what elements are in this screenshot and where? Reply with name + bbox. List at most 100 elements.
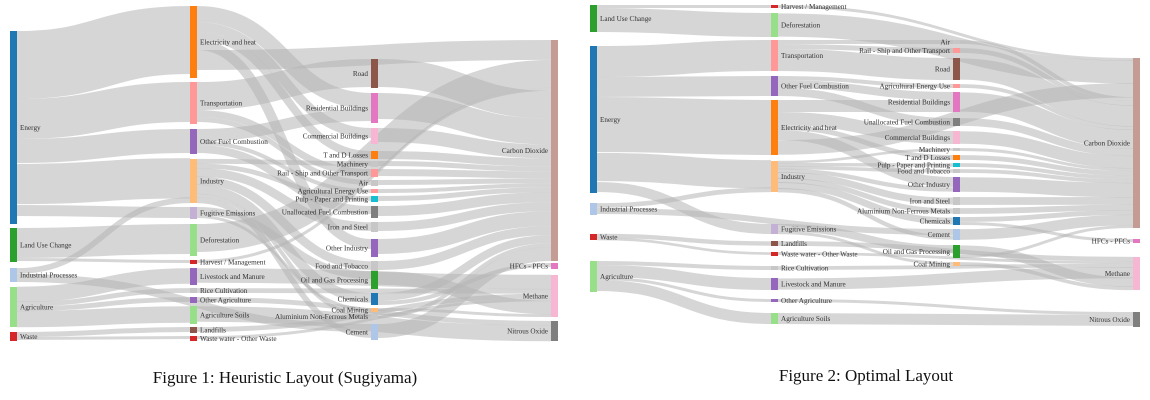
left-label-energy: Energy: [20, 124, 41, 132]
left-node-livestock-and-manure: [190, 268, 197, 285]
right-label-carbon-dioxide: Carbon Dioxide: [1084, 140, 1130, 148]
left-label-other-industry: Other Industry: [326, 245, 369, 253]
left-flow-pulp-paper-and-printing-to-carbon-dioxide: [377, 187, 552, 201]
right-node-agricultural-energy-use: [953, 84, 960, 88]
right-flow-electricity-and-heat-to-commercial-buildings: [777, 112, 954, 144]
right-node-deforestation: [771, 13, 778, 37]
left-node-aluminium-non-ferrous-metals: [371, 314, 378, 319]
left-node-commercial-buildings: [371, 128, 378, 144]
right-flow-other-fuel-combustion-to-residential-buildings: [777, 80, 954, 100]
right-flow-industry-to-other-industry: [777, 168, 954, 192]
right-flow-other-agriculture-to-nitrous-oxide: [777, 299, 1134, 315]
right-label-chemicals: Chemicals: [920, 218, 951, 226]
right-flow-industry-to-iron-and-steel: [777, 171, 954, 205]
right-flow-coal-mining-to-methane: [959, 262, 1134, 291]
right-sankey-links: [596, 4, 1134, 326]
left-label-agriculture: Agriculture: [20, 304, 53, 312]
left-node-energy: [10, 31, 17, 224]
right-flow-industry-to-chemicals: [777, 182, 954, 225]
right-node-rice-cultivation: [771, 266, 778, 270]
left-node-oil-and-gas-processing: [371, 271, 378, 289]
right-label-iron-and-steel: Iron and Steel: [910, 198, 950, 206]
right-flow-industry-to-machinery: [777, 148, 954, 164]
left-flow-commercial-buildings-to-carbon-dioxide: [377, 128, 552, 159]
left-flow-energy-to-industry: [16, 158, 191, 205]
right-label-pulp-paper-and-printing: Pulp - Paper and Printing: [877, 162, 950, 170]
right-node-unallocated-fuel-combustion: [953, 118, 960, 126]
left-flow-iron-and-steel-to-carbon-dioxide: [377, 202, 552, 231]
left-label-air: Air: [358, 180, 368, 188]
right-label-industrial-processes: Industrial Processes: [600, 206, 657, 214]
left-node-rail-ship-and-other-transport: [371, 169, 378, 177]
left-label-land-use-change: Land Use Change: [20, 242, 72, 250]
left-node-agriculture: [10, 287, 17, 327]
left-flow-energy-to-transportation: [16, 82, 191, 139]
right-label-air: Air: [940, 39, 950, 47]
left-node-cement: [371, 324, 378, 340]
right-flow-waste-to-landfills: [596, 233, 772, 246]
left-flow-cement-to-carbon-dioxide: [377, 247, 552, 338]
left-label-landfills: Landfills: [200, 327, 226, 335]
left-node-deforestation: [190, 224, 197, 256]
right-node-land-use-change: [590, 5, 597, 32]
right-node-transportation: [771, 40, 778, 71]
right-flow-road-to-carbon-dioxide: [959, 58, 1134, 127]
right-label-other-fuel-combustion: Other Fuel Combustion: [781, 83, 849, 91]
left-node-residential-buildings: [371, 93, 378, 123]
left-flow-aluminium-non-ferrous-metals-to-carbon-dioxide: [377, 243, 552, 318]
left-node-transportation: [190, 82, 197, 124]
left-label-oil-and-gas-processing: Oil and Gas Processing: [301, 277, 369, 285]
right-flow-electricity-and-heat-to-other-industry: [777, 130, 954, 187]
left-label-deforestation: Deforestation: [200, 237, 240, 245]
right-node-road: [953, 58, 960, 80]
left-label-food-and-tobacco: Food and Tobacco: [315, 263, 368, 271]
right-node-waste-water-other-waste: [771, 252, 778, 256]
right-node-cement: [953, 229, 960, 240]
left-flow-agriculture-to-other-agriculture: [16, 297, 191, 312]
right-label-agriculture: Agriculture: [600, 273, 633, 281]
right-flow-energy-to-electricity-and-heat: [596, 97, 772, 155]
right-flow-agriculture-to-rice-cultivation: [596, 261, 772, 270]
right-flow-energy-to-other-fuel-combustion: [596, 76, 772, 97]
right-flow-industrial-processes-to-cement: [596, 208, 954, 235]
left-node-industry: [190, 159, 197, 203]
right-node-iron-and-steel: [953, 197, 960, 205]
right-flow-agriculture-to-livestock-and-manure: [596, 265, 772, 290]
right-flow-industry-to-aluminium-non-ferrous-metals: [777, 177, 954, 214]
right-label-other-industry: Other Industry: [908, 181, 951, 189]
right-flow-land-use-change-to-deforestation: [596, 8, 772, 37]
right-node-commercial-buildings: [953, 131, 960, 144]
right-flow-pulp-paper-and-printing-to-carbon-dioxide: [959, 163, 1134, 180]
right-flow-t-and-d-losses-to-carbon-dioxide: [959, 155, 1134, 176]
left-flow-rail-ship-and-other-transport-to-carbon-dioxide: [377, 169, 552, 179]
right-node-other-industry: [953, 177, 960, 192]
right-label-land-use-change: Land Use Change: [600, 15, 652, 23]
left-label-methane: Methane: [523, 293, 548, 301]
left-label-rice-cultivation: Rice Cultivation: [200, 287, 248, 295]
left-label-nitrous-oxide: Nitrous Oxide: [507, 328, 548, 336]
right-flow-rice-cultivation-to-methane: [777, 263, 1134, 270]
right-label-machinery: Machinery: [919, 146, 951, 154]
left-node-land-use-change: [10, 228, 17, 262]
left-node-other-fuel-combustion: [190, 129, 197, 154]
left-label-waste-water-other-waste: Waste water - Other Waste: [200, 335, 277, 343]
left-flow-chemicals-to-carbon-dioxide: [377, 235, 552, 301]
right-node-carbon-dioxide: [1133, 58, 1140, 228]
right-label-waste: Waste: [600, 234, 617, 242]
right-label-deforestation: Deforestation: [781, 22, 821, 30]
left-label-commercial-buildings: Commercial Buildings: [303, 133, 368, 141]
right-flow-energy-to-transportation: [596, 40, 772, 77]
left-node-harvest-management: [190, 260, 197, 264]
right-flow-residential-buildings-to-carbon-dioxide: [959, 92, 1134, 149]
left-label-t-and-d-losses: T and D Losses: [323, 152, 368, 160]
right-flow-oil-and-gas-processing-to-methane: [959, 245, 1134, 287]
right-node-chemicals: [953, 217, 960, 225]
left-node-air: [371, 180, 378, 186]
left-label-pulp-paper-and-printing: Pulp - Paper and Printing: [295, 196, 368, 204]
right-flow-transportation-to-road: [777, 49, 954, 80]
right-label-hfcs-pfcs: HFCs - PFCs: [1092, 238, 1131, 246]
right-node-rail-ship-and-other-transport: [953, 48, 960, 53]
right-label-unallocated-fuel-combustion: Unallocated Fuel Combustion: [864, 119, 951, 127]
right-flow-energy-to-industry: [596, 152, 772, 189]
left-node-agriculture-soils: [190, 306, 197, 324]
